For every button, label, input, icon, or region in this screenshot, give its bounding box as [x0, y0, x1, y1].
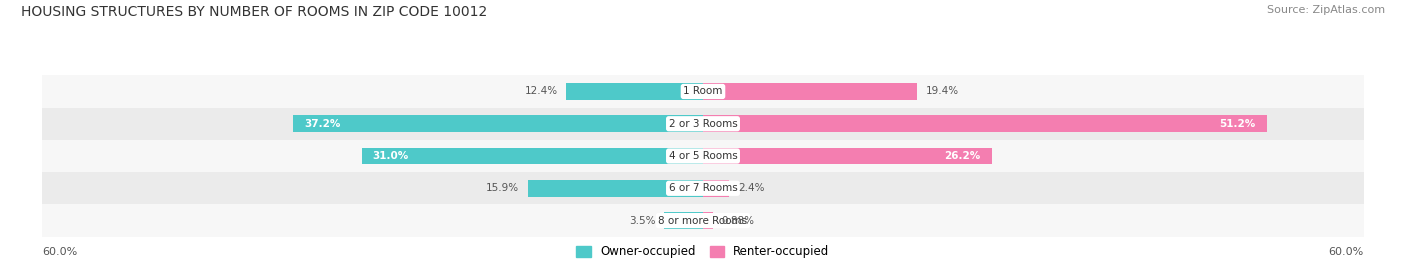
Bar: [42, 140, 1364, 172]
Text: 4 or 5 Rooms: 4 or 5 Rooms: [669, 151, 737, 161]
Bar: [42, 75, 1364, 108]
Bar: [42, 172, 1364, 204]
Text: 6 or 7 Rooms: 6 or 7 Rooms: [669, 183, 737, 193]
Text: 60.0%: 60.0%: [42, 247, 77, 257]
Text: HOUSING STRUCTURES BY NUMBER OF ROOMS IN ZIP CODE 10012: HOUSING STRUCTURES BY NUMBER OF ROOMS IN…: [21, 5, 488, 19]
Text: 2 or 3 Rooms: 2 or 3 Rooms: [669, 119, 737, 129]
Text: 26.2%: 26.2%: [945, 151, 980, 161]
Bar: [42, 108, 1364, 140]
Text: 31.0%: 31.0%: [373, 151, 409, 161]
Text: 37.2%: 37.2%: [304, 119, 340, 129]
Bar: [703, 148, 991, 164]
Text: 3.5%: 3.5%: [628, 215, 655, 226]
Text: 60.0%: 60.0%: [1329, 247, 1364, 257]
Bar: [665, 212, 703, 229]
Text: 1 Room: 1 Room: [683, 86, 723, 97]
Bar: [703, 212, 713, 229]
Bar: [42, 204, 1364, 237]
Text: 2.4%: 2.4%: [738, 183, 765, 193]
Bar: [527, 180, 703, 197]
Bar: [294, 115, 703, 132]
Text: 8 or more Rooms: 8 or more Rooms: [658, 215, 748, 226]
Text: 15.9%: 15.9%: [486, 183, 519, 193]
Text: 0.88%: 0.88%: [721, 215, 755, 226]
Bar: [703, 83, 917, 100]
Text: 12.4%: 12.4%: [524, 86, 558, 97]
Bar: [703, 180, 730, 197]
Legend: Owner-occupied, Renter-occupied: Owner-occupied, Renter-occupied: [572, 241, 834, 263]
Text: Source: ZipAtlas.com: Source: ZipAtlas.com: [1267, 5, 1385, 15]
Text: 51.2%: 51.2%: [1219, 119, 1256, 129]
Bar: [703, 115, 1267, 132]
Text: 19.4%: 19.4%: [925, 86, 959, 97]
Bar: [361, 148, 703, 164]
Bar: [567, 83, 703, 100]
